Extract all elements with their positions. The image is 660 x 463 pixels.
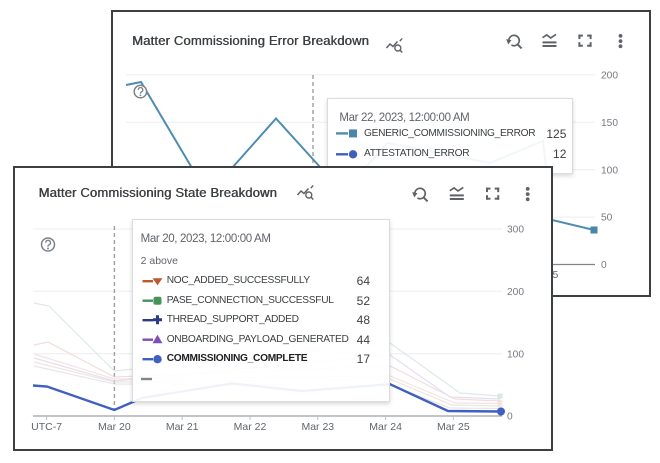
svg-text:UTC-7: UTC-7 [31,421,62,433]
svg-text:Mar 23: Mar 23 [301,421,334,433]
svg-text:300: 300 [507,225,524,236]
svg-text:Mar 22: Mar 22 [234,421,267,433]
svg-text:200: 200 [601,71,618,82]
svg-text:150: 150 [601,118,618,129]
svg-text:Mar 21: Mar 21 [166,421,199,433]
svg-text:0: 0 [601,260,607,271]
svg-text:Mar 20: Mar 20 [98,421,131,433]
svg-text:100: 100 [507,349,524,360]
svg-text:0: 0 [507,412,513,423]
svg-text:50: 50 [601,213,613,224]
svg-text:Mar 25: Mar 25 [437,421,470,433]
svg-text:100: 100 [601,165,618,176]
svg-text:Mar 24: Mar 24 [369,421,402,433]
svg-text:200: 200 [507,287,524,298]
